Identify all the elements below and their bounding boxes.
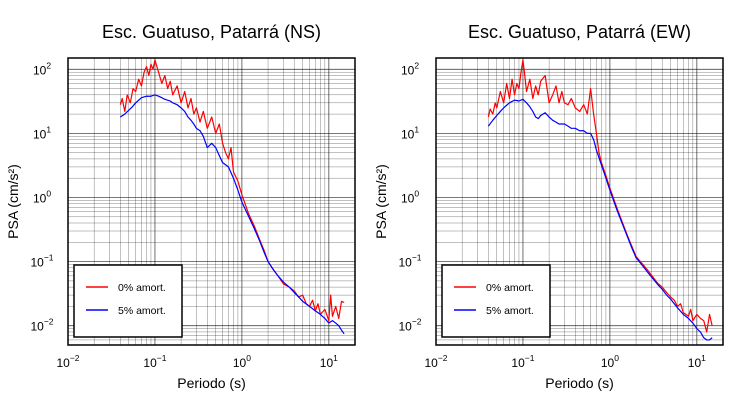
y-tick-label: 10−2 (30, 317, 53, 334)
y-tick-label: 102 (33, 60, 51, 77)
y-tick-label: 10−2 (398, 317, 421, 334)
x-tick-label: 10−2 (56, 353, 79, 370)
series-line-amort-5 (120, 94, 345, 335)
series-line-amort-5 (487, 98, 713, 341)
legend: 0% amort. 5% amort. (441, 264, 551, 338)
x-tick-label: 10−1 (511, 353, 534, 370)
y-tick-label: 10−1 (30, 253, 53, 270)
legend-label: 5% amort. (118, 305, 166, 317)
y-tick-label: 100 (33, 188, 51, 205)
plot-frame (67, 57, 356, 346)
y-tick-label: 10−1 (398, 253, 421, 270)
legend-label: 5% amort. (486, 305, 534, 317)
legend-box (441, 264, 551, 338)
x-tick-label: 101 (320, 353, 338, 370)
y-tick-label: 101 (401, 124, 419, 141)
x-tick-label: 10−1 (143, 353, 166, 370)
chart-title: Esc. Guatuso, Patarrá (NS) (102, 22, 321, 42)
chart-title: Esc. Guatuso, Patarrá (EW) (468, 22, 691, 42)
x-axis-label: Periodo (s) (177, 375, 245, 391)
y-tick-label: 102 (401, 60, 419, 77)
x-tick-label: 100 (601, 353, 619, 370)
y-tick-label: 101 (33, 124, 51, 141)
series-line-amort-0 (119, 59, 345, 322)
legend-box (73, 264, 183, 338)
plot-frame (435, 57, 724, 346)
grid (67, 58, 356, 346)
y-tick-label: 100 (401, 188, 419, 205)
legend-label: 0% amort. (486, 282, 534, 294)
x-tick-label: 10−2 (424, 353, 447, 370)
x-axis-label: Periodo (s) (545, 375, 613, 391)
chart-panel-ns: Esc. Guatuso, Patarrá (NS) 10−2 10−1 100 101… (5, 22, 356, 391)
x-tick-label: 101 (688, 353, 706, 370)
chart-panel-ew: Esc. Guatuso, Patarrá (EW) 10−2 10−1 100 101… (373, 22, 724, 391)
series-line-amort-0 (487, 59, 713, 333)
y-axis-label: PSA (cm/s²) (5, 164, 21, 239)
legend-label: 0% amort. (118, 282, 166, 294)
y-axis-label: PSA (cm/s²) (373, 164, 389, 239)
legend: 0% amort. 5% amort. (73, 264, 183, 338)
grid (435, 58, 724, 346)
x-tick-label: 100 (233, 353, 251, 370)
